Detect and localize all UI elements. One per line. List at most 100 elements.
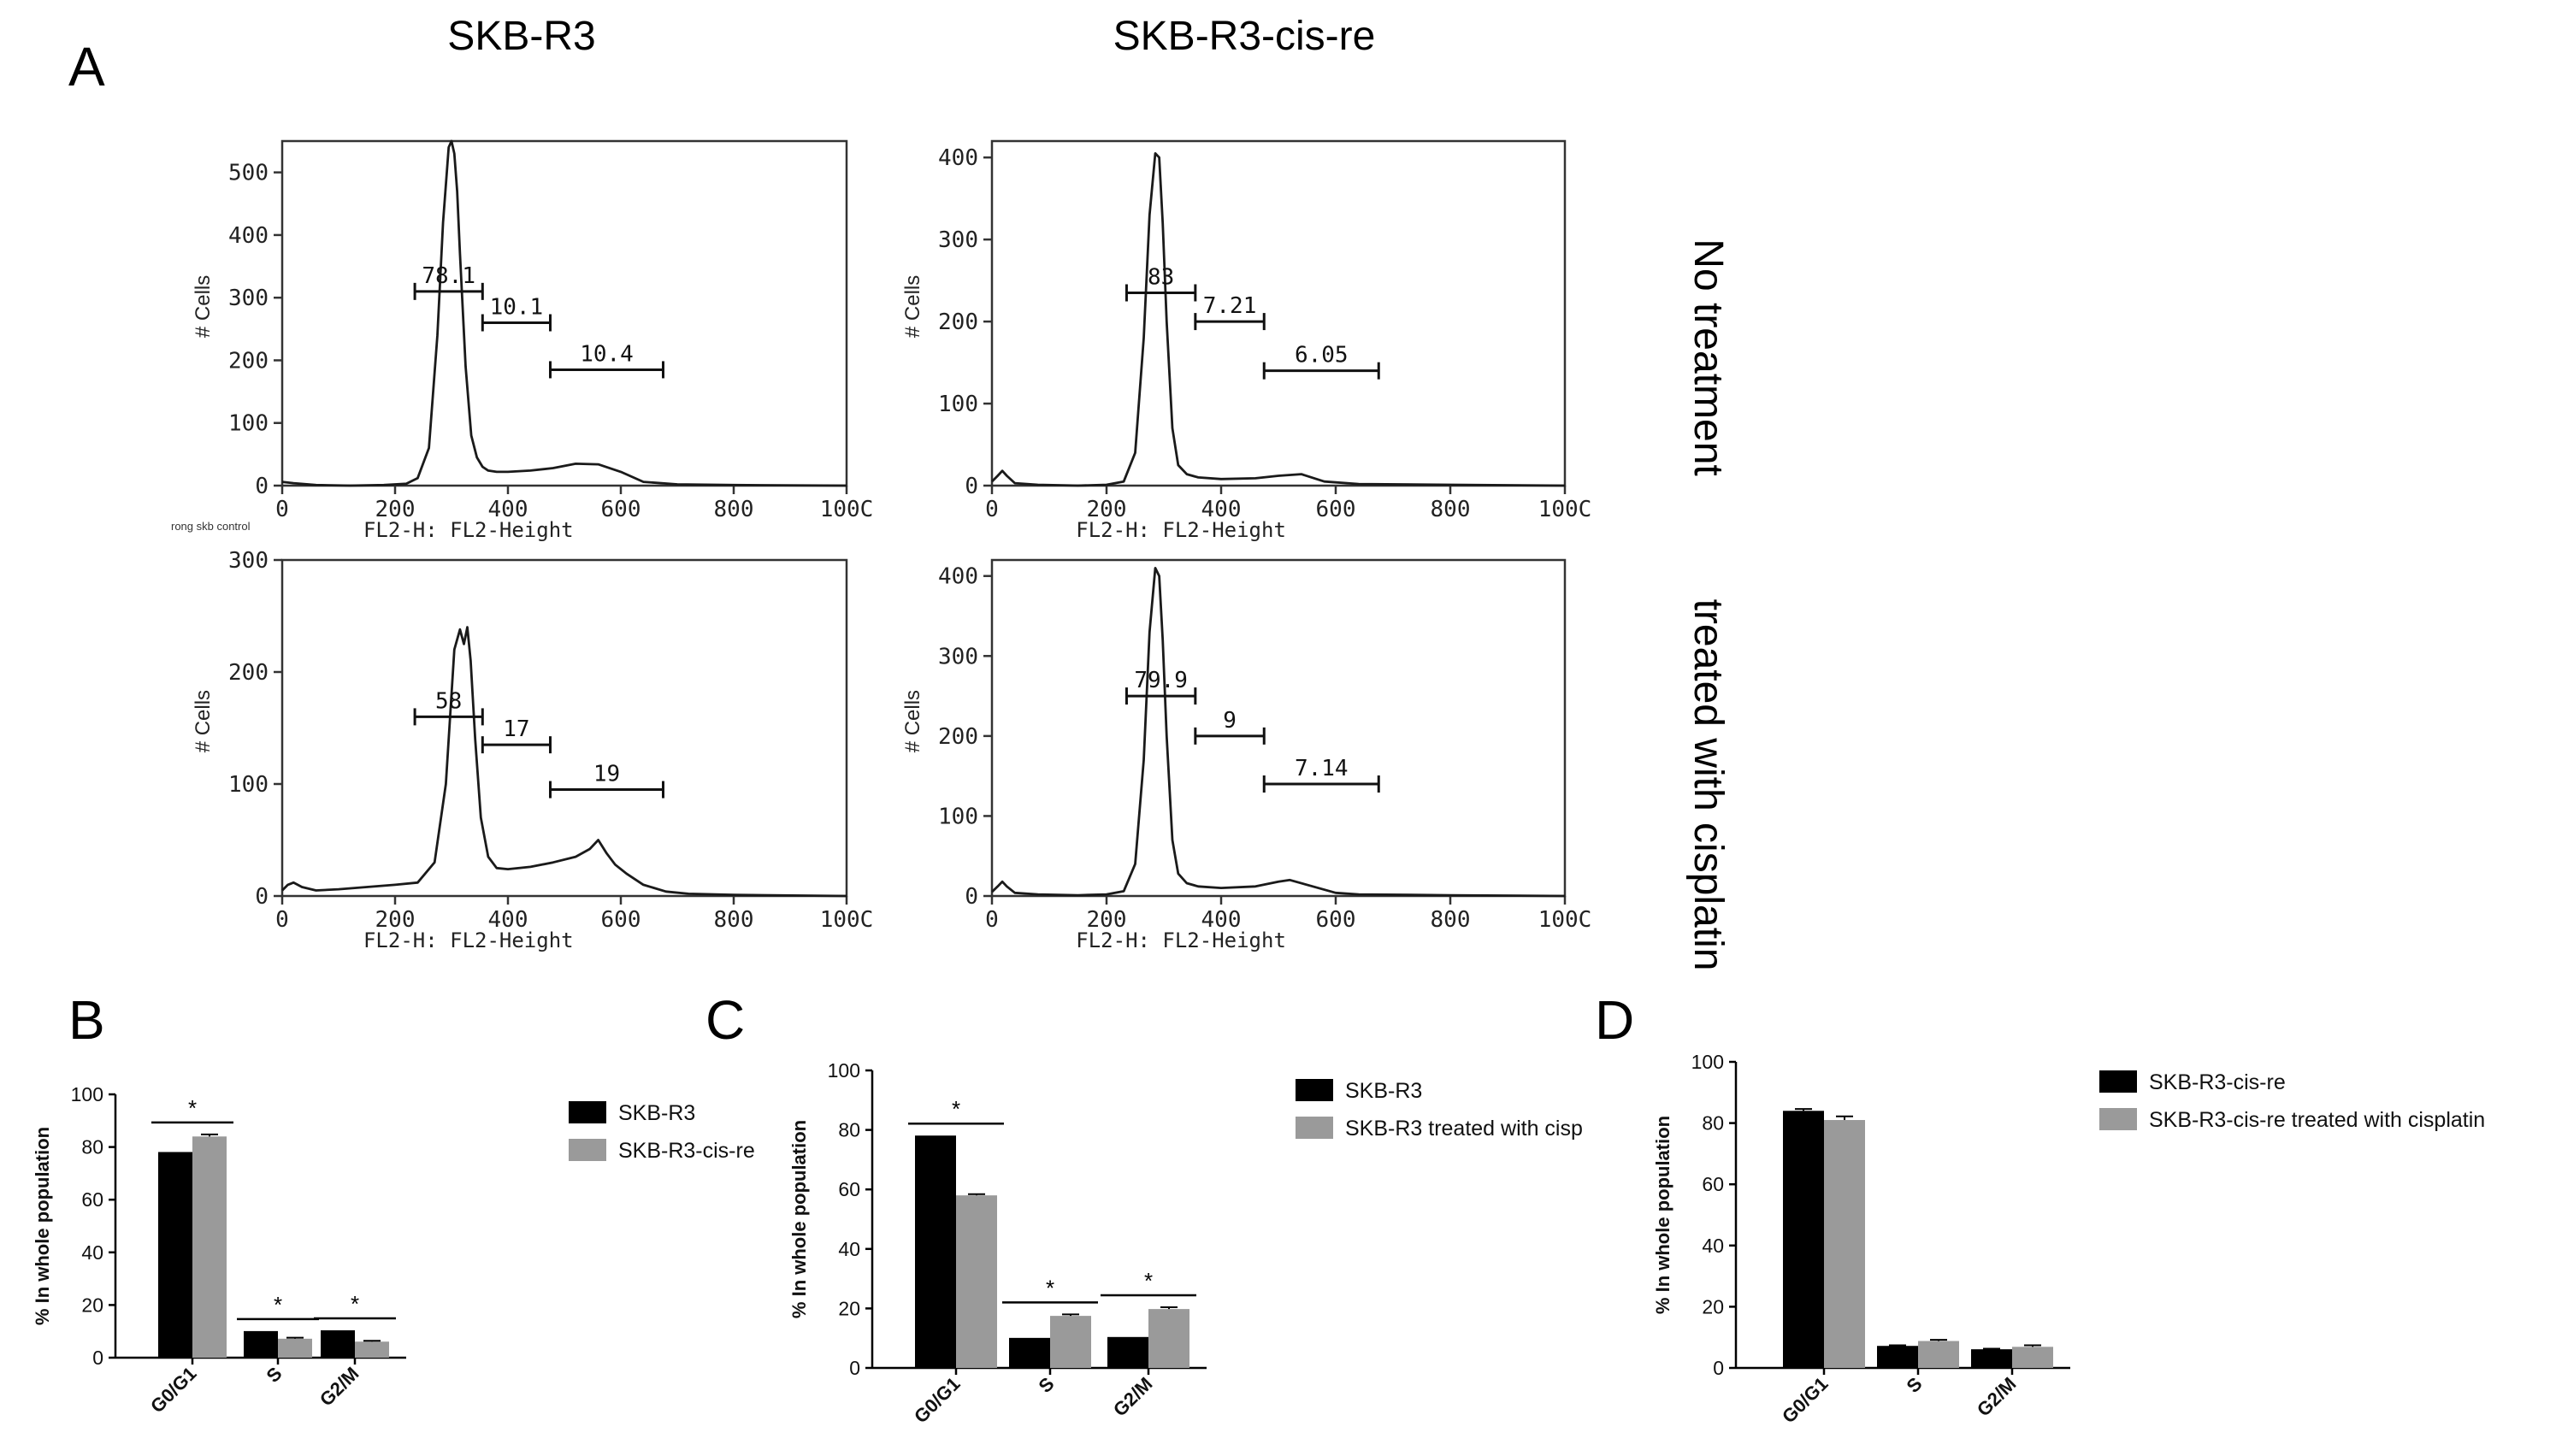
- x-axis-label: FL2-H: FL2-Height: [363, 928, 574, 952]
- bar-B-0: [158, 1152, 192, 1358]
- y-tick-label: 300: [228, 286, 269, 311]
- gate-label: 10.1: [490, 294, 544, 320]
- gate-label: 7.14: [1295, 756, 1349, 781]
- plot-frame: [280, 558, 848, 898]
- legend-swatch: [2099, 1070, 2137, 1093]
- bar-D-1: [2012, 1347, 2053, 1368]
- category-label: G0/G1: [146, 1363, 201, 1418]
- bar-B-0: [244, 1330, 278, 1358]
- row-label-top: No treatment: [1685, 239, 1731, 475]
- y-tick-label: 80: [838, 1119, 860, 1141]
- gate-label: 6.05: [1295, 343, 1349, 368]
- y-tick-label: 0: [965, 474, 978, 499]
- y-tick-label: 0: [255, 474, 269, 499]
- y-tick-label: 40: [838, 1238, 860, 1260]
- y-tick-label: 60: [81, 1188, 103, 1211]
- category-label: S: [1034, 1373, 1058, 1397]
- y-tick-label: 100: [228, 411, 269, 437]
- x-axis-label: FL2-H: FL2-Height: [1076, 518, 1286, 542]
- y-tick-label: 0: [1713, 1357, 1724, 1379]
- panel-letter-c: C: [705, 989, 745, 1051]
- y-tick-label: 100: [228, 772, 269, 798]
- x-tick-label: 600: [1316, 497, 1356, 522]
- plot-note: rong skb control: [171, 520, 251, 533]
- histogram-A1: 0 100 200 300 400 500 0 200 400 600 800 100C FL2-H: …: [171, 139, 873, 542]
- y-tick-label: 100: [938, 392, 978, 417]
- bar-B-0: [321, 1329, 355, 1358]
- legend-label: SKB-R3: [1345, 1079, 1422, 1103]
- y-tick-label: 40: [81, 1241, 103, 1264]
- x-tick-label: 100C: [1538, 497, 1592, 522]
- panel-letter-d: D: [1595, 989, 1634, 1051]
- y-tick-label: 100: [828, 1059, 860, 1082]
- histogram-A2: 0 100 200 300 400 0 200 400 600 800 100C FL2-H: FL2…: [901, 139, 1592, 542]
- legend-label: SKB-R3-cis-re: [2149, 1070, 2286, 1094]
- row-label-bottom: treated with cisplatin: [1685, 599, 1731, 971]
- y-axis-label: % In whole population: [32, 1127, 53, 1325]
- y-tick-label: 200: [228, 348, 269, 374]
- category-label: G2/M: [1973, 1373, 2021, 1421]
- histogram-trace: [991, 152, 1566, 487]
- y-tick-label: 0: [92, 1347, 103, 1369]
- plot-frame: [990, 139, 1567, 487]
- gate-label: 83: [1148, 265, 1174, 291]
- bar-D-0: [1971, 1349, 2012, 1368]
- category-label: G2/M: [1109, 1373, 1157, 1421]
- y-tick-label: 80: [81, 1136, 103, 1158]
- plot-frame: [280, 139, 848, 487]
- significance-label: *: [1144, 1268, 1153, 1294]
- gate-label: 78.1: [422, 263, 475, 289]
- bar-B-1: [278, 1338, 312, 1358]
- x-tick-label: 800: [1431, 497, 1471, 522]
- category-label: G0/G1: [1778, 1373, 1833, 1428]
- x-tick-label: 200: [375, 907, 416, 933]
- legend-label: SKB-R3 treated with cisp: [1345, 1117, 1583, 1141]
- gate-label: 79.9: [1134, 668, 1188, 693]
- gate-label: 58: [435, 688, 462, 714]
- histogram-A3: 0 100 200 300 0 200 400 600 800 100C FL2-H: FL2-He…: [192, 548, 873, 952]
- x-tick-label: 200: [375, 497, 416, 522]
- significance-label: *: [1046, 1275, 1054, 1300]
- y-tick-label: 200: [938, 309, 978, 335]
- legend-swatch: [2099, 1108, 2137, 1130]
- category-label: G0/G1: [910, 1373, 965, 1428]
- bar-chart-B: 0 20 40 60 80 100 % In whole population G0/G1 * S…: [32, 1083, 755, 1417]
- x-tick-label: 0: [275, 907, 289, 933]
- y-tick-label: 20: [1702, 1295, 1724, 1317]
- gate-label: 9: [1223, 708, 1237, 734]
- bar-D-1: [1918, 1341, 1959, 1368]
- x-axis-label: FL2-H: FL2-Height: [1076, 928, 1286, 952]
- bar-C-1: [1050, 1316, 1091, 1368]
- legend-swatch: [1296, 1079, 1333, 1101]
- y-tick-label: 100: [71, 1083, 103, 1105]
- x-tick-label: 100C: [820, 907, 874, 933]
- legend-label: SKB-R3-cis-re: [618, 1139, 755, 1163]
- y-tick-label: 100: [938, 804, 978, 829]
- legend-swatch: [569, 1139, 606, 1161]
- x-tick-label: 600: [601, 907, 641, 933]
- bar-D-1: [1824, 1120, 1865, 1368]
- y-tick-label: 0: [849, 1357, 860, 1379]
- significance-label: *: [351, 1291, 359, 1317]
- gate-label: 7.21: [1203, 293, 1257, 319]
- bar-C-0: [1009, 1337, 1050, 1368]
- y-axis-label: % In whole population: [788, 1120, 810, 1318]
- panel-letter-b: B: [68, 989, 105, 1051]
- panel-letter-a: A: [68, 36, 105, 97]
- x-tick-label: 0: [275, 497, 289, 522]
- bar-C-0: [915, 1135, 956, 1368]
- gate-label: 19: [593, 762, 620, 787]
- bar-C-1: [956, 1195, 997, 1368]
- histogram-A4: 0 100 200 300 400 0 200 400 600 800 100C FL2-H: FL2…: [901, 558, 1591, 952]
- bar-B-1: [192, 1136, 227, 1358]
- legend-swatch: [1296, 1117, 1333, 1139]
- y-tick-label: 200: [938, 724, 978, 750]
- bar-C-0: [1107, 1336, 1148, 1368]
- x-tick-label: 400: [488, 497, 528, 522]
- gate-label: 10.4: [580, 341, 634, 367]
- x-tick-label: 0: [985, 907, 999, 933]
- y-axis-label: # Cells: [901, 275, 924, 338]
- x-tick-label: 200: [1087, 497, 1127, 522]
